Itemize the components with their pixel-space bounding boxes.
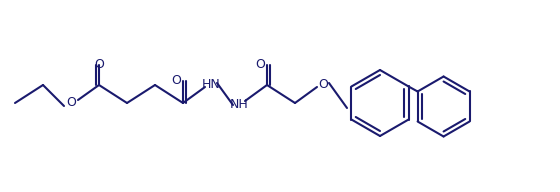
Text: O: O bbox=[66, 97, 76, 109]
Text: O: O bbox=[255, 59, 265, 71]
Text: O: O bbox=[318, 79, 328, 92]
Text: NH: NH bbox=[230, 98, 249, 111]
Text: O: O bbox=[171, 74, 181, 88]
Text: O: O bbox=[94, 57, 104, 70]
Text: HN: HN bbox=[202, 79, 221, 92]
